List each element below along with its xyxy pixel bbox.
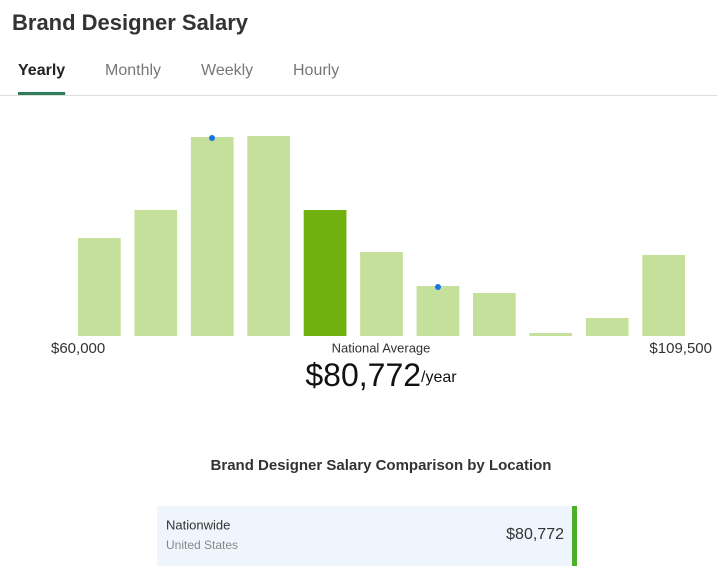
bar	[134, 210, 178, 336]
bar	[78, 238, 121, 336]
marker-dot	[435, 284, 441, 290]
average-unit: /year	[421, 369, 457, 386]
bar	[360, 252, 403, 336]
page-title: Brand Designer Salary	[12, 10, 249, 35]
histogram: $60,000 $109,500	[51, 136, 712, 357]
bar	[247, 136, 291, 336]
bar	[585, 318, 629, 336]
average-label: National Average	[332, 340, 431, 355]
bar	[416, 286, 460, 336]
row-value: $80,772	[506, 526, 564, 543]
bar	[472, 293, 516, 336]
row-location: United States	[166, 538, 238, 552]
row-accent	[572, 506, 577, 566]
tab[interactable]: Hourly	[293, 62, 339, 79]
bar	[303, 210, 347, 336]
comparison-title: Brand Designer Salary Comparison by Loca…	[211, 457, 552, 474]
average-value: $80,772/year	[305, 357, 457, 393]
bar	[190, 137, 234, 336]
average-amount: $80,772	[305, 357, 421, 393]
comparison-row	[157, 506, 572, 566]
bar	[642, 255, 685, 336]
x-tick-label: $60,000	[51, 340, 105, 357]
tab[interactable]: Weekly	[201, 62, 253, 79]
tab[interactable]: Monthly	[105, 62, 161, 79]
tab[interactable]: Yearly	[18, 62, 65, 79]
marker-dot	[209, 135, 215, 141]
tabs: Yearly Monthly Weekly Hourly	[18, 62, 339, 95]
tab-underline	[18, 92, 66, 95]
row-name: Nationwide	[166, 517, 230, 532]
x-tick-label: $109,500	[649, 340, 712, 357]
bar	[529, 333, 573, 336]
